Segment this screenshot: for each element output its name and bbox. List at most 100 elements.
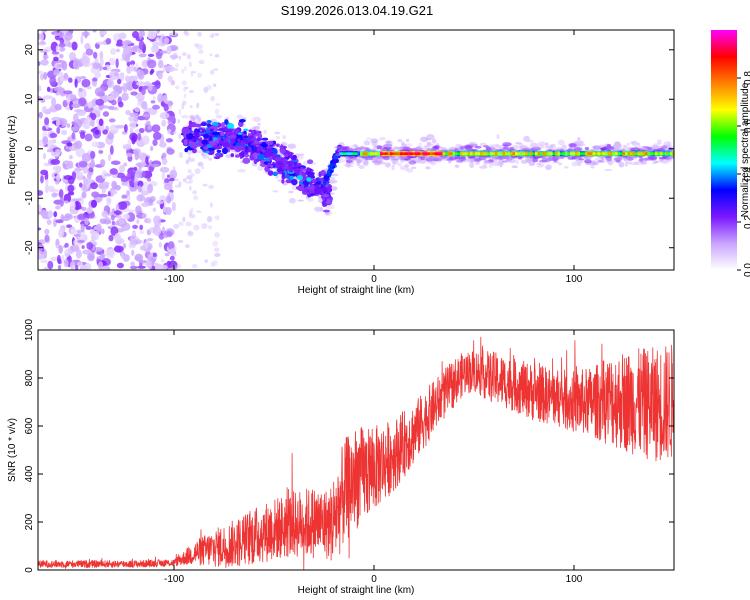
spectrogram-blob (55, 118, 60, 128)
tone-core-segment (425, 152, 428, 156)
tone-core-segment (490, 152, 493, 156)
spectrogram-blob (454, 164, 460, 168)
spectrogram-blob (281, 171, 285, 177)
spectrogram-blob (215, 53, 220, 57)
spectrogram-blob (74, 264, 79, 270)
spectrogram-blob (66, 123, 71, 128)
spectrogram-blob (182, 216, 186, 223)
spectrogram-blob (189, 185, 192, 191)
colorbar: 0.0 0.2 0.4 0.6 0.8 Normalized spectral ampl… (711, 30, 750, 277)
tone-core-segment (587, 152, 591, 156)
spectrogram-blob (235, 154, 240, 158)
spectrogram-blob (192, 123, 201, 128)
spectrogram-blob (38, 227, 42, 231)
spectrogram-blob (67, 41, 73, 48)
spectrogram-blob (40, 175, 44, 184)
spectrogram-blob (189, 213, 196, 219)
spectrogram-blob (39, 73, 45, 81)
spectrogram-blob (150, 163, 160, 168)
spectrogram-blob (82, 249, 91, 255)
spectrogram-blob (164, 65, 175, 73)
spectrogram-blob (38, 96, 43, 102)
spectrogram-blob (173, 223, 180, 229)
tone-core-segment (512, 152, 516, 156)
spectrogram-y-tick-label: 20 (24, 44, 35, 56)
spectrogram-blob (74, 78, 78, 88)
tone-core-segment (452, 152, 456, 156)
spectrogram-blob (142, 113, 150, 118)
spectrogram-blob (639, 157, 644, 162)
tone-core-segment (440, 152, 443, 156)
spectrogram-blob (146, 237, 154, 242)
spectrogram-blob (99, 218, 107, 224)
spectrogram-blob (192, 195, 199, 201)
spectrogram-blob (161, 226, 166, 234)
tone-core-segment (385, 152, 388, 156)
spectrogram-blob (182, 178, 187, 183)
spectrogram-blob (272, 171, 278, 177)
spectrogram-blob (122, 144, 132, 150)
spectrogram-blob (83, 178, 89, 185)
spectrogram-blob (423, 145, 431, 148)
spectrogram-blob (233, 128, 240, 134)
spectrogram-blob (190, 70, 197, 74)
spectrogram-blob (385, 140, 392, 144)
spectrogram-blob (166, 45, 172, 55)
tone-core-segment (575, 152, 578, 156)
spectrogram-blob (63, 174, 73, 181)
spectrogram-blob (122, 213, 130, 220)
spectrogram-blob (121, 92, 129, 102)
tone-core-segment (647, 152, 651, 156)
spectrogram-blob (148, 198, 154, 203)
spectrogram-blob (56, 254, 61, 264)
spectrogram-blob (272, 190, 279, 193)
spectrogram-blob (189, 89, 194, 94)
spectrogram-blob (72, 60, 81, 70)
spectrogram-blob (198, 59, 205, 65)
spectrogram-blob (115, 214, 122, 219)
tone-core-segment (370, 152, 373, 156)
spectrogram-blob (486, 147, 492, 151)
spectrogram-blob (242, 157, 251, 164)
spectrogram-blob (141, 100, 148, 110)
tone-core-segment (652, 152, 656, 156)
spectrogram-blob (227, 123, 235, 130)
spectrogram-blob (107, 190, 111, 197)
spectrogram-blob (157, 93, 164, 103)
spectrogram-blob (211, 131, 220, 136)
tone-core-segment (402, 152, 406, 156)
spectrogram-blob (454, 156, 462, 159)
spectrogram-blob (55, 180, 60, 185)
spectrogram-blob (121, 181, 128, 186)
spectrogram-blob (523, 135, 530, 142)
spectrogram-blob (502, 142, 512, 147)
spectrogram-blob (557, 156, 565, 160)
spectrogram-blob (220, 136, 224, 142)
spectrogram-blob (169, 169, 178, 179)
spectrogram-blob (181, 52, 187, 57)
spectrogram-blob (76, 261, 84, 267)
spectrogram-blob (79, 76, 87, 80)
spectrogram-blob (139, 230, 145, 235)
spectrogram-blob (101, 228, 105, 235)
spectrogram-blob (597, 160, 603, 163)
spectrogram-blob (152, 207, 156, 213)
spectrogram-blob (55, 45, 61, 53)
spectrogram-blob (40, 32, 44, 42)
spectrogram-blob (209, 140, 216, 146)
spectrogram-blob (84, 116, 93, 124)
spectrogram-blob (163, 183, 173, 191)
spectrogram-blob (234, 145, 242, 153)
spectrogram-blob (214, 32, 220, 37)
spectrogram-blob (59, 71, 64, 82)
tone-core-segment (570, 152, 573, 156)
tone-core-segment (387, 152, 391, 156)
spectrogram-blob (80, 55, 91, 65)
tone-core-segment (355, 152, 358, 156)
spectrogram-blob (163, 103, 169, 112)
spectrogram-blob (575, 159, 583, 164)
spectrogram-blob (201, 166, 205, 170)
snr-x-tick-label: -100 (164, 574, 184, 585)
spectrogram-blob (108, 234, 114, 242)
spectrogram-blob (86, 206, 93, 214)
